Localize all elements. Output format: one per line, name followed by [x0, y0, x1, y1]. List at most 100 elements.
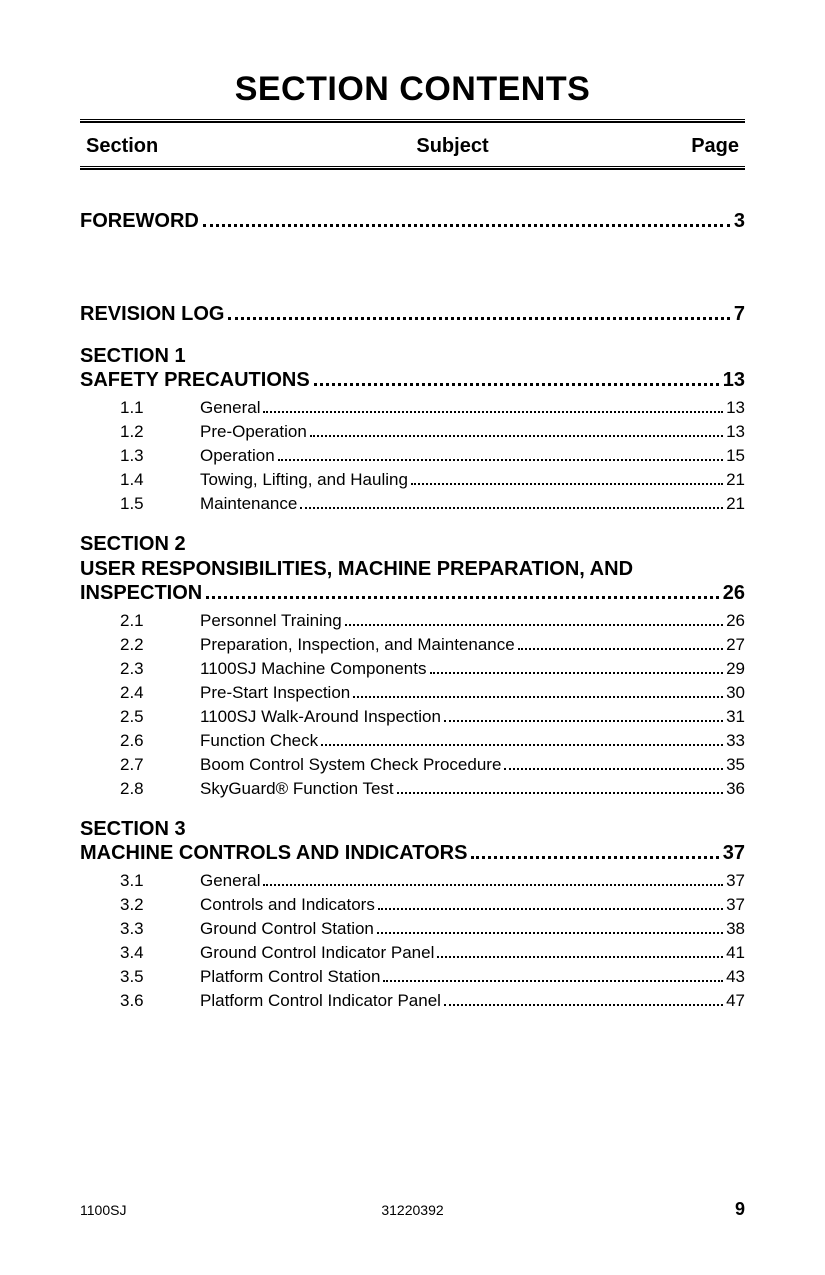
toc-sub-page: 21	[726, 494, 745, 514]
toc-sub-num: 3.1	[120, 871, 200, 891]
section-2-title: USER RESPONSIBILITIES, MACHINE PREPARATI…	[80, 557, 745, 582]
footer-pagenum: 9	[523, 1199, 745, 1220]
toc-sub-num: 3.2	[120, 895, 200, 915]
toc-sub-num: 3.3	[120, 919, 200, 939]
toc-sub-row: 1.2 Pre-Operation 13	[80, 422, 745, 442]
toc-sub-num: 2.1	[120, 611, 200, 631]
leader-dots	[353, 696, 723, 698]
page-title: SECTION CONTENTS	[80, 70, 745, 109]
toc-major-page: 3	[734, 210, 745, 233]
leader-dots	[444, 720, 723, 722]
toc-sub-text: General	[200, 398, 260, 418]
toc-sub-page: 13	[726, 398, 745, 418]
toc-sub-page: 27	[726, 635, 745, 655]
leader-dots	[397, 792, 723, 794]
leader-dots	[278, 459, 723, 461]
toc-sub-text: Pre-Operation	[200, 422, 307, 442]
section-1-header: SECTION 1	[80, 344, 745, 369]
toc-sub-page: 43	[726, 967, 745, 987]
toc-sub-page: 21	[726, 470, 745, 490]
toc-major-revision-log: REVISION LOG 7	[80, 303, 745, 326]
toc-sub-row: 2.6 Function Check 33	[80, 731, 745, 751]
leader-dots	[471, 856, 718, 859]
section-3-title-row: MACHINE CONTROLS AND INDICATORS 37	[80, 842, 745, 865]
leader-dots	[378, 908, 723, 910]
leader-dots	[263, 884, 723, 886]
toc-sub-row: 2.8 SkyGuard® Function Test 36	[80, 779, 745, 799]
toc-sub-num: 2.6	[120, 731, 200, 751]
toc-sub-page: 35	[726, 755, 745, 775]
toc-sub-row: 2.7 Boom Control System Check Procedure …	[80, 755, 745, 775]
toc-sub-page: 37	[726, 895, 745, 915]
toc-sub-num: 2.4	[120, 683, 200, 703]
toc-sub-row: 2.2 Preparation, Inspection, and Mainten…	[80, 635, 745, 655]
toc-sub-text: 1100SJ Machine Components	[200, 659, 427, 679]
toc-sub-row: 1.4 Towing, Lifting, and Hauling 21	[80, 470, 745, 490]
top-rule	[80, 119, 745, 123]
leader-dots	[430, 672, 724, 674]
spacer	[80, 237, 745, 277]
toc-major-page: 7	[734, 303, 745, 326]
section-1-title-row: SAFETY PRECAUTIONS 13	[80, 369, 745, 392]
toc-sub-text: Ground Control Indicator Panel	[200, 943, 434, 963]
toc-sub-num: 1.5	[120, 494, 200, 514]
section-3-header: SECTION 3	[80, 817, 745, 842]
toc-sub-page: 13	[726, 422, 745, 442]
leader-dots	[300, 507, 723, 509]
leader-dots	[321, 744, 723, 746]
toc-sub-row: 2.4 Pre-Start Inspection 30	[80, 683, 745, 703]
leader-dots	[518, 648, 723, 650]
leader-dots	[263, 411, 723, 413]
toc-sub-text: Platform Control Station	[200, 967, 380, 987]
toc-sub-row: 3.6 Platform Control Indicator Panel 47	[80, 991, 745, 1011]
toc-sub-text: General	[200, 871, 260, 891]
toc-sub-text: Platform Control Indicator Panel	[200, 991, 441, 1011]
toc-content: FOREWORD 3 REVISION LOG 7 SECTION 1 SAFE…	[80, 210, 745, 1011]
section-2-page: 26	[723, 582, 745, 605]
toc-sub-page: 33	[726, 731, 745, 751]
leader-dots	[504, 768, 723, 770]
toc-sub-num: 1.2	[120, 422, 200, 442]
toc-sub-num: 2.2	[120, 635, 200, 655]
toc-sub-page: 30	[726, 683, 745, 703]
toc-sub-text: Personnel Training	[200, 611, 342, 631]
toc-sub-row: 3.3 Ground Control Station 38	[80, 919, 745, 939]
toc-sub-row: 3.4 Ground Control Indicator Panel 41	[80, 943, 745, 963]
section-2-title-row: USER RESPONSIBILITIES, MACHINE PREPARATI…	[80, 557, 745, 605]
leader-dots	[314, 383, 719, 386]
toc-major-foreword: FOREWORD 3	[80, 210, 745, 233]
footer-docnum: 31220392	[302, 1202, 524, 1218]
toc-sub-text: 1100SJ Walk-Around Inspection	[200, 707, 441, 727]
toc-sub-num: 2.3	[120, 659, 200, 679]
leader-dots	[437, 956, 723, 958]
toc-sub-text: Ground Control Station	[200, 919, 374, 939]
section-3-page: 37	[723, 842, 745, 865]
col-header-section: Section	[86, 135, 256, 158]
toc-sub-page: 38	[726, 919, 745, 939]
toc-sub-row: 1.3 Operation 15	[80, 446, 745, 466]
toc-sub-row: 3.5 Platform Control Station 43	[80, 967, 745, 987]
toc-sub-num: 1.1	[120, 398, 200, 418]
leader-dots	[206, 596, 719, 599]
toc-sub-row: 2.1 Personnel Training 26	[80, 611, 745, 631]
toc-sub-num: 2.8	[120, 779, 200, 799]
section-2-title-cont: INSPECTION	[80, 582, 202, 605]
toc-sub-page: 15	[726, 446, 745, 466]
toc-sub-page: 37	[726, 871, 745, 891]
section-1-page: 13	[723, 369, 745, 392]
leader-dots	[383, 980, 723, 982]
toc-sub-num: 2.5	[120, 707, 200, 727]
toc-sub-row: 2.5 1100SJ Walk-Around Inspection 31	[80, 707, 745, 727]
toc-sub-page: 26	[726, 611, 745, 631]
toc-sub-text: Function Check	[200, 731, 318, 751]
toc-sub-row: 1.5 Maintenance 21	[80, 494, 745, 514]
page-footer: 1100SJ 31220392 9	[80, 1199, 745, 1220]
toc-sub-num: 1.4	[120, 470, 200, 490]
col-header-subject: Subject	[256, 135, 649, 158]
toc-sub-num: 3.5	[120, 967, 200, 987]
toc-major-label: FOREWORD	[80, 210, 199, 233]
toc-sub-num: 2.7	[120, 755, 200, 775]
toc-sub-text: Pre-Start Inspection	[200, 683, 350, 703]
toc-sub-num: 3.4	[120, 943, 200, 963]
col-header-page: Page	[649, 135, 739, 158]
